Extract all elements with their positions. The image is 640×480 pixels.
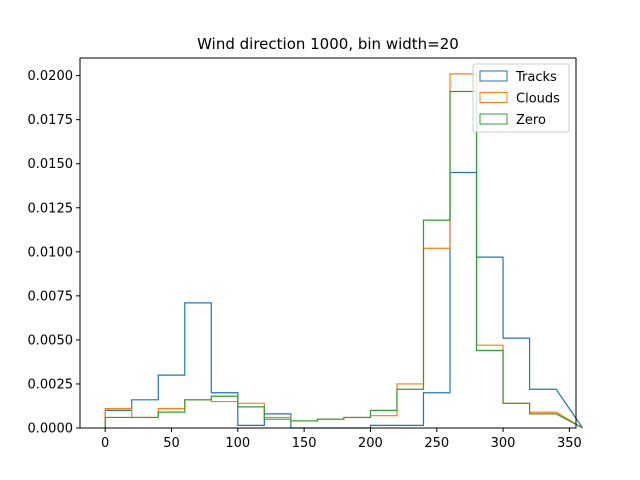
y-tick-label: 0.0050 [28,333,74,348]
y-tick-label: 0.0200 [28,69,74,84]
y-tick-label: 0.0175 [28,113,74,128]
x-tick-label: 150 [292,436,317,451]
x-tick-label: 100 [225,436,250,451]
legend-swatch-tracks [479,70,508,82]
axes-frame [79,57,577,429]
x-axis: 0 50 100 150 200 250 300 350 [101,428,582,451]
y-tick-label: 0.0150 [28,157,74,172]
x-tick-label: 0 [101,436,109,451]
x-tick-label: 200 [358,436,383,451]
series-line-zero [104,90,583,429]
legend-label-tracks: Tracks [515,70,557,85]
y-axis: 0.0000 0.0025 0.0050 0.0075 0.0100 0.0125 0.01… [28,69,80,437]
chart-title: Wind direction 1000, bin width=20 [197,35,459,53]
legend-swatch-clouds [479,92,508,103]
y-tick-label: 0.0075 [28,289,74,304]
y-tick-label: 0.0100 [28,245,74,260]
x-tick-label: 50 [163,436,180,451]
legend: Tracks Clouds Zero [472,63,570,133]
y-tick-label: 0.0000 [28,422,74,437]
legend-label-clouds: Clouds [516,92,560,107]
y-tick-label: 0.0125 [28,201,74,216]
x-tick-label: 250 [424,436,449,451]
legend-swatch-zero [479,113,508,125]
legend-label-zero: Zero [516,113,546,128]
y-tick-label: 0.0025 [28,377,74,392]
x-tick-label: 350 [557,436,582,451]
x-tick-label: 300 [491,436,516,451]
